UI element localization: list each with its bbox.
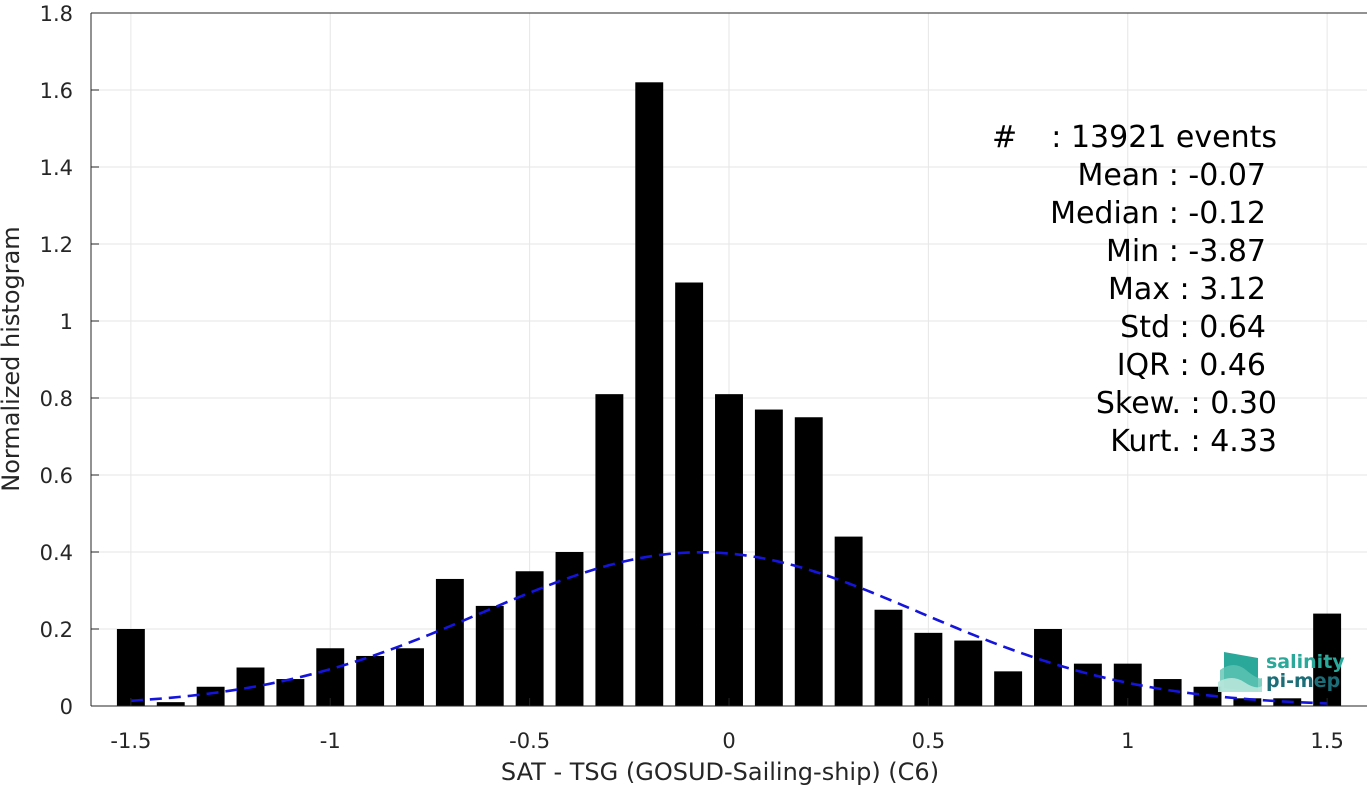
histogram-bars [116, 82, 1342, 707]
y-tick-label: 0.6 [40, 464, 73, 488]
x-tick-label: 0.5 [912, 729, 945, 753]
stat-value: : 0.30 [1181, 386, 1277, 421]
stat-value: : -0.07 [1159, 158, 1266, 193]
stat-label: Median [1050, 196, 1159, 231]
y-tick-label: 0.4 [40, 541, 73, 565]
histogram-bar [515, 571, 544, 706]
y-tick-label: 1.8 [40, 2, 73, 26]
stat-value: : -3.87 [1159, 234, 1266, 269]
logo-text-salinity: salinity [1266, 651, 1345, 673]
logo-wave-icon [1218, 652, 1262, 692]
y-tick-label: 1.6 [40, 79, 73, 103]
histogram-bar [595, 394, 624, 706]
histogram-bar [1034, 629, 1062, 706]
histogram-bar [435, 578, 464, 706]
stat-value: : -0.12 [1159, 196, 1266, 231]
histogram-bar [396, 648, 424, 706]
stat-row: Min : -3.87 [1106, 234, 1266, 269]
stat-label: Mean [1077, 158, 1159, 193]
stat-row: Std : 0.64 [1120, 310, 1266, 345]
y-axis-label: Normalized histogram [0, 226, 25, 491]
histogram-bar [356, 655, 385, 706]
y-tick-label: 0.8 [40, 387, 73, 411]
histogram-bar [954, 640, 983, 706]
y-tick-label: 1.4 [40, 156, 73, 180]
histogram-bar [715, 394, 743, 706]
histogram-bar [276, 679, 305, 706]
histogram-bar [675, 282, 704, 706]
stat-label: Kurt. [1110, 424, 1181, 459]
y-tick-label: 0 [60, 695, 73, 719]
histogram-bar [914, 632, 943, 706]
stat-value: : 13921 events [1051, 120, 1277, 155]
logo-text-pi-mep: pi-mep [1266, 670, 1340, 692]
y-tick-label: 0.2 [40, 618, 73, 642]
stat-label: Min [1106, 234, 1159, 269]
y-tick-label: 1.2 [40, 233, 73, 257]
x-tick-label: -1 [320, 729, 341, 753]
x-axis-label: SAT - TSG (GOSUD-Sailing-ship) (C6) [501, 758, 939, 786]
histogram-bar [196, 686, 225, 706]
stat-row: Max : 3.12 [1108, 272, 1266, 307]
stat-row: Skew. : 0.30 [1096, 386, 1277, 421]
histogram-bar [1233, 698, 1262, 706]
x-tick-label: 1.5 [1310, 729, 1343, 753]
histogram-bar [1313, 613, 1342, 706]
histogram-bar [874, 609, 903, 706]
stat-row: IQR : 0.46 [1117, 348, 1266, 383]
histogram-bar [994, 671, 1023, 706]
stat-label: Max [1108, 272, 1170, 307]
x-tick-label: 0 [722, 729, 735, 753]
histogram-bar [116, 629, 145, 706]
stat-label: IQR [1117, 348, 1170, 383]
stat-value: : 0.64 [1170, 310, 1266, 345]
stat-value: : 4.33 [1181, 424, 1277, 459]
stat-value: : 3.12 [1170, 272, 1266, 307]
stat-label: Skew. [1096, 386, 1181, 421]
stat-row: Kurt. : 4.33 [1110, 424, 1277, 459]
stat-row: Median : -0.12 [1050, 196, 1266, 231]
histogram-bar [316, 648, 345, 706]
x-tick-labels: -1.5 -1 -0.5 0 0.5 1 1.5 [110, 698, 1344, 753]
histogram-bar [156, 702, 185, 706]
y-tick-label: 1 [60, 310, 73, 334]
histogram-bar [794, 417, 823, 706]
x-tick-label: -1.5 [110, 729, 151, 753]
histogram-bar [475, 605, 504, 706]
x-tick-label: -0.5 [509, 729, 550, 753]
stat-row: Mean : -0.07 [1077, 158, 1266, 193]
y-tick-labels: 0 0.2 0.4 0.6 0.8 1 1.2 1.4 1.6 1.8 [40, 2, 99, 719]
stat-value: : 0.46 [1170, 348, 1266, 383]
histogram-bar [834, 536, 863, 706]
x-tick-label: 1 [1121, 729, 1134, 753]
salinity-pi-mep-logo: salinity pi-mep [1218, 651, 1345, 692]
histogram-bar [635, 82, 664, 707]
stat-label: Std [1120, 310, 1170, 345]
histogram-bar [555, 552, 584, 706]
stat-label: # [992, 120, 1017, 155]
